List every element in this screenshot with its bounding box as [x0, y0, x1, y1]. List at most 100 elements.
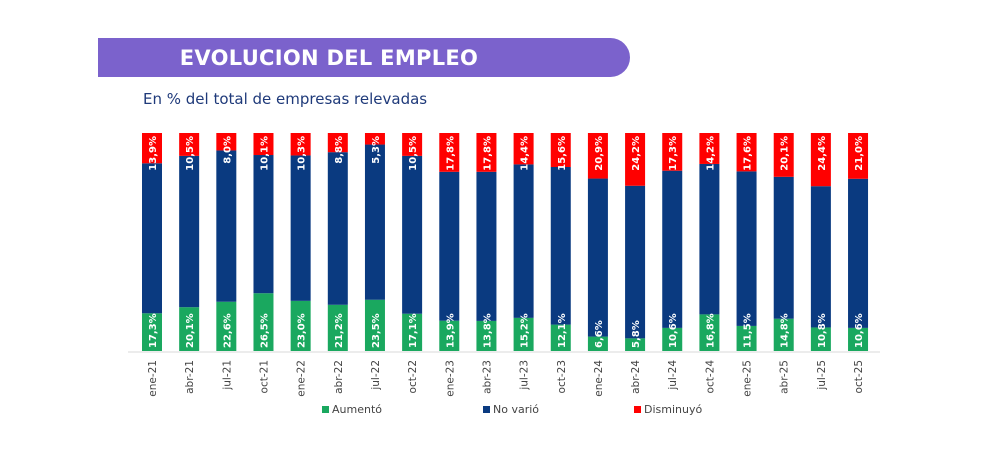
bar-segment-Disminuyó [848, 133, 869, 179]
data-label-disminuyo: 8,0% [222, 136, 233, 164]
x-tick-label: ene-24 [593, 360, 605, 397]
chart-title: EVOLUCION DEL EMPLEO [179, 45, 479, 70]
x-tick-label: abr-24 [630, 360, 642, 394]
data-label-disminuyo: 10,1% [259, 136, 270, 171]
x-tick-label: oct-22 [407, 360, 419, 393]
bar-segment-No varió [773, 176, 794, 319]
bar-segment-Disminuyó [253, 133, 274, 156]
data-label-aumento: 21,2% [334, 313, 345, 348]
x-tick-label: ene-25 [742, 360, 754, 397]
data-label-aumento: 10,8% [817, 313, 828, 348]
bar-segment-Aumentó [848, 327, 869, 351]
chart-subtitle: En % del total de empresas relevadas [143, 90, 428, 108]
legend-swatch [322, 406, 329, 413]
legend-swatch [483, 406, 490, 413]
x-tick-label: jul-21 [221, 360, 233, 391]
bar-segment-Disminuyó [810, 133, 831, 187]
data-label-disminuyo: 17,6% [743, 136, 754, 171]
bar-segment-No varió [848, 178, 869, 328]
bar-segment-Disminuyó [513, 133, 534, 165]
bar-segment-Aumentó [142, 313, 162, 351]
legend-item-aumento: Aumentó [322, 403, 382, 416]
legend-item-no-vario: No varió [483, 403, 539, 416]
bar-segment-Disminuyó [179, 133, 200, 156]
data-label-disminuyo: 13,9% [148, 136, 159, 171]
bar-segment-Disminuyó [773, 133, 794, 177]
x-tick-label: jul-24 [667, 360, 679, 391]
data-label-aumento: 20,1% [185, 313, 196, 348]
x-tick-label: abr-21 [184, 360, 196, 394]
bar-segment-No varió [810, 186, 831, 328]
legend-label: Aumentó [332, 403, 382, 416]
data-label-aumento: 23,0% [297, 313, 308, 348]
bar-segment-Disminuyó [662, 133, 683, 171]
data-label-aumento: 10,6% [854, 313, 865, 348]
bar-segment-Disminuyó [364, 133, 385, 145]
title-banner: EVOLUCION DEL EMPLEO [98, 38, 630, 77]
bar-segment-No varió [253, 155, 274, 294]
data-label-disminuyo: 17,8% [482, 136, 493, 171]
data-label-disminuyo: 15,6% [557, 136, 568, 171]
x-tick-label: ene-22 [296, 360, 308, 397]
bar-segment-Aumentó [810, 327, 831, 351]
data-label-aumento: 22,6% [222, 313, 233, 348]
bar-segment-No varió [327, 152, 348, 305]
bar-segment-Disminuyó [625, 133, 646, 186]
bar-segment-No varió [476, 171, 497, 321]
data-label-aumento: 13,9% [445, 313, 456, 348]
bar-segment-No varió [290, 155, 311, 301]
data-label-disminuyo: 14,4% [520, 136, 531, 171]
legend-item-disminuyo: Disminuyó [634, 403, 702, 416]
data-label-disminuyo: 20,1% [780, 136, 791, 171]
x-tick-label: abr-25 [779, 360, 791, 394]
bar-segment-Disminuyó [216, 133, 237, 151]
data-label-aumento: 14,8% [780, 313, 791, 348]
data-label-aumento: 6,6% [594, 320, 605, 348]
data-label-aumento: 12,1% [557, 313, 568, 348]
bar-segment-Aumentó [327, 304, 348, 351]
bar-segment-Aumentó [253, 293, 274, 351]
data-label-disminuyo: 10,3% [297, 136, 308, 171]
bar-segment-No varió [550, 167, 571, 325]
bar-segment-Aumentó [216, 301, 237, 351]
bar-segment-Disminuyó [142, 133, 162, 164]
data-label-disminuyo: 21,0% [854, 136, 865, 171]
bar-segment-Disminuyó [587, 133, 608, 179]
bar-segment-No varió [216, 150, 237, 302]
bar-segment-Disminuyó [736, 133, 757, 172]
bar-segment-Aumentó [699, 314, 720, 351]
bar-segment-Disminuyó [402, 133, 423, 156]
data-label-aumento: 5,8% [631, 320, 642, 348]
data-label-disminuyo: 17,8% [445, 136, 456, 171]
bar-segment-No varió [625, 185, 646, 339]
bar-segment-Aumentó [364, 299, 385, 351]
x-tick-label: jul-22 [370, 360, 382, 391]
bar-segment-No varió [439, 171, 460, 321]
bar-segment-Aumentó [625, 338, 646, 351]
x-tick-label: oct-25 [853, 360, 865, 393]
data-label-aumento: 26,5% [259, 313, 270, 348]
bar-segment-Disminuyó [327, 133, 348, 153]
bar-segment-No varió [736, 171, 757, 326]
data-label-disminuyo: 10,5% [408, 136, 419, 171]
x-tick-label: ene-21 [147, 360, 159, 397]
x-tick-label: ene-23 [444, 360, 456, 397]
data-label-aumento: 11,5% [743, 313, 754, 348]
bar-segment-No varió [662, 170, 683, 328]
bar-segment-Aumentó [513, 317, 534, 351]
x-tick-label: jul-23 [519, 360, 531, 391]
x-tick-label: oct-23 [556, 360, 568, 393]
data-label-aumento: 15,2% [520, 313, 531, 348]
bar-segment-Disminuyó [476, 133, 497, 172]
bar-segment-No varió [402, 155, 423, 314]
data-label-disminuyo: 5,3% [371, 136, 382, 164]
x-tick-label: abr-22 [333, 360, 345, 394]
bar-segment-Disminuyó [290, 133, 311, 156]
bar-segment-No varió [699, 163, 720, 315]
bar-segment-No varió [179, 155, 200, 308]
data-label-disminuyo: 10,5% [185, 136, 196, 171]
data-label-disminuyo: 17,3% [668, 136, 679, 171]
data-label-aumento: 16,8% [705, 313, 716, 348]
legend-swatch [634, 406, 641, 413]
